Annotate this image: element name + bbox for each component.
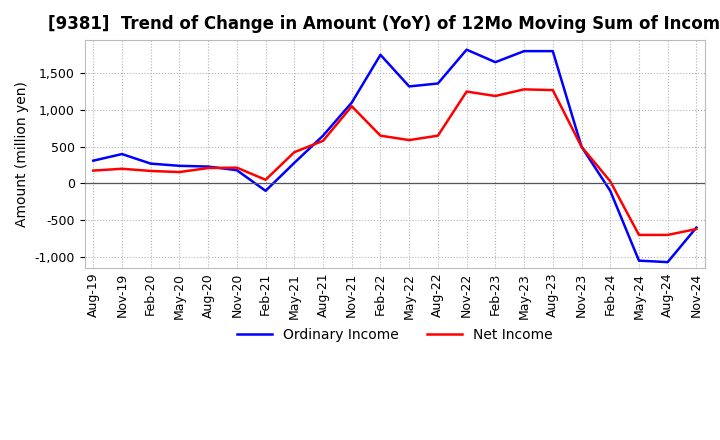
Net Income bbox=[491, 93, 500, 99]
Ordinary Income bbox=[692, 225, 701, 230]
Line: Ordinary Income: Ordinary Income bbox=[94, 50, 696, 262]
Ordinary Income bbox=[520, 48, 528, 54]
Ordinary Income bbox=[261, 188, 270, 194]
Net Income bbox=[376, 133, 384, 138]
Net Income bbox=[348, 104, 356, 109]
Ordinary Income bbox=[606, 188, 615, 194]
Y-axis label: Amount (million yen): Amount (million yen) bbox=[15, 81, 29, 227]
Net Income bbox=[290, 150, 299, 155]
Ordinary Income bbox=[175, 163, 184, 169]
Title: [9381]  Trend of Change in Amount (YoY) of 12Mo Moving Sum of Incomes: [9381] Trend of Change in Amount (YoY) o… bbox=[48, 15, 720, 33]
Net Income bbox=[520, 87, 528, 92]
Net Income bbox=[405, 137, 413, 143]
Ordinary Income bbox=[233, 168, 241, 173]
Ordinary Income bbox=[549, 48, 557, 54]
Net Income bbox=[549, 88, 557, 93]
Net Income bbox=[319, 138, 328, 143]
Net Income bbox=[606, 179, 615, 184]
Ordinary Income bbox=[117, 151, 126, 157]
Net Income bbox=[117, 166, 126, 172]
Net Income bbox=[663, 232, 672, 238]
Net Income bbox=[692, 227, 701, 232]
Ordinary Income bbox=[433, 81, 442, 86]
Net Income bbox=[233, 165, 241, 170]
Ordinary Income bbox=[462, 47, 471, 52]
Net Income bbox=[89, 168, 98, 173]
Ordinary Income bbox=[204, 164, 212, 169]
Net Income bbox=[634, 232, 643, 238]
Net Income bbox=[462, 89, 471, 94]
Ordinary Income bbox=[376, 52, 384, 58]
Line: Net Income: Net Income bbox=[94, 89, 696, 235]
Ordinary Income bbox=[405, 84, 413, 89]
Ordinary Income bbox=[290, 160, 299, 165]
Ordinary Income bbox=[634, 258, 643, 263]
Net Income bbox=[204, 165, 212, 171]
Net Income bbox=[175, 169, 184, 175]
Net Income bbox=[433, 133, 442, 138]
Ordinary Income bbox=[663, 260, 672, 265]
Legend: Ordinary Income, Net Income: Ordinary Income, Net Income bbox=[232, 323, 558, 348]
Net Income bbox=[577, 144, 586, 149]
Ordinary Income bbox=[491, 59, 500, 65]
Ordinary Income bbox=[577, 144, 586, 149]
Ordinary Income bbox=[146, 161, 155, 166]
Ordinary Income bbox=[89, 158, 98, 163]
Net Income bbox=[146, 169, 155, 174]
Ordinary Income bbox=[319, 133, 328, 138]
Net Income bbox=[261, 177, 270, 183]
Ordinary Income bbox=[348, 100, 356, 105]
